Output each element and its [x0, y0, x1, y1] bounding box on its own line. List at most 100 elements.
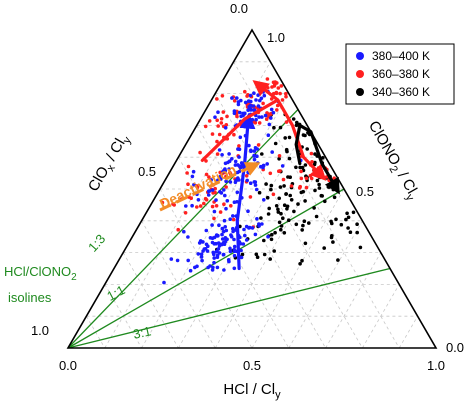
point-380–400 K [237, 147, 242, 152]
point-380–400 K [215, 253, 220, 258]
right-axis-title-2: 2 [386, 164, 399, 175]
point-340–360 K [302, 219, 307, 223]
point-360–380 K [218, 210, 223, 214]
point-380–400 K [262, 93, 267, 98]
trend-arrow-340–360 K [294, 123, 340, 195]
isolines-title-main: HCl/ClONO [4, 264, 71, 279]
point-340–360 K [283, 136, 288, 140]
point-340–360 K [300, 228, 305, 232]
tick-right-05: 0.5 [356, 184, 374, 199]
point-360–380 K [265, 77, 270, 81]
point-340–360 K [268, 257, 273, 261]
point-360–380 K [203, 124, 208, 129]
point-340–360 K [291, 117, 296, 121]
point-360–380 K [218, 170, 222, 175]
point-380–400 K [260, 115, 264, 119]
point-380–400 K [209, 178, 213, 182]
point-380–400 K [231, 226, 235, 231]
tick-top-0: 0.0 [230, 1, 248, 16]
point-380–400 K [225, 237, 229, 242]
point-380–400 K [238, 165, 243, 170]
point-340–360 K [259, 216, 263, 220]
point-380–400 K [271, 110, 276, 115]
point-380–400 K [228, 249, 233, 254]
point-360–380 K [261, 101, 265, 106]
point-360–380 K [216, 124, 220, 128]
legend-marker-360-380 [356, 70, 364, 78]
point-340–360 K [334, 217, 338, 222]
point-340–360 K [273, 141, 278, 146]
point-340–360 K [255, 255, 260, 259]
point-380–400 K [186, 258, 190, 263]
point-380–400 K [191, 169, 196, 174]
point-380–400 K [220, 237, 225, 241]
point-360–380 K [257, 121, 262, 125]
point-380–400 K [233, 159, 238, 164]
point-360–380 K [204, 172, 209, 177]
point-380–400 K [270, 150, 275, 154]
point-380–400 K [238, 135, 243, 140]
point-380–400 K [206, 193, 211, 197]
point-360–380 K [215, 97, 219, 101]
tick-bottom-1: 1.0 [427, 358, 445, 373]
point-360–380 K [183, 211, 188, 215]
point-340–360 K [303, 241, 308, 246]
point-380–400 K [212, 252, 216, 257]
point-360–380 K [277, 169, 281, 173]
legend-label-380-400: 380–400 K [372, 49, 430, 63]
point-360–380 K [245, 94, 249, 98]
point-360–380 K [198, 150, 202, 155]
point-380–400 K [186, 235, 190, 239]
point-360–380 K [187, 195, 191, 199]
point-360–380 K [212, 216, 216, 221]
point-360–380 K [304, 185, 309, 190]
point-360–380 K [204, 198, 209, 202]
point-380–400 K [206, 265, 210, 270]
point-380–400 K [199, 255, 204, 259]
point-380–400 K [224, 206, 228, 211]
point-360–380 K [214, 204, 219, 208]
point-380–400 K [222, 268, 226, 272]
point-380–400 K [235, 170, 240, 175]
isolines [67, 109, 391, 349]
point-380–400 K [232, 244, 237, 249]
point-360–380 K [299, 169, 303, 174]
point-360–380 K [279, 84, 284, 88]
point-340–360 K [294, 123, 299, 128]
point-380–400 K [229, 234, 234, 239]
point-380–400 K [217, 244, 222, 248]
point-380–400 K [210, 268, 215, 272]
point-380–400 K [225, 199, 230, 203]
point-380–400 K [210, 188, 215, 192]
point-360–380 K [299, 176, 304, 181]
point-380–400 K [215, 249, 219, 253]
point-380–400 K [260, 222, 264, 226]
point-360–380 K [289, 184, 294, 188]
point-340–360 K [317, 186, 322, 190]
point-360–380 K [210, 204, 215, 209]
trend-arrows [200, 80, 340, 271]
point-380–400 K [235, 190, 240, 195]
point-380–400 K [254, 187, 259, 192]
point-340–360 K [285, 207, 289, 211]
point-380–400 K [224, 228, 229, 233]
point-360–380 K [228, 170, 232, 175]
point-340–360 K [287, 218, 291, 222]
point-360–380 K [232, 132, 236, 137]
isoline-label-3-1: 3:1 [132, 323, 153, 341]
point-380–400 K [255, 154, 259, 158]
point-380–400 K [257, 224, 261, 228]
point-380–400 K [252, 91, 256, 95]
point-360–380 K [225, 114, 229, 119]
point-380–400 K [214, 233, 219, 237]
point-340–360 K [323, 199, 327, 204]
point-340–360 K [300, 165, 305, 170]
isoline-label-1-3: 1:3 [85, 231, 108, 254]
point-380–400 K [232, 109, 237, 113]
point-360–380 K [217, 132, 222, 137]
point-340–360 K [272, 125, 276, 130]
point-360–380 K [195, 185, 200, 190]
isoline-3-1 [67, 267, 391, 349]
point-340–360 K [264, 182, 268, 186]
